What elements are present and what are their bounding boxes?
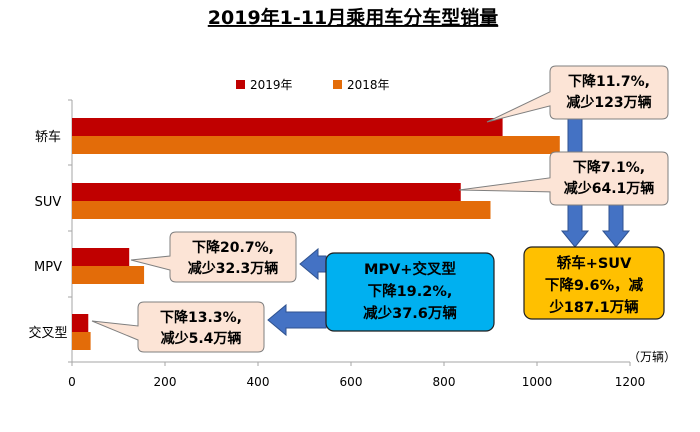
arrow-left-crossover <box>267 303 327 337</box>
legend: 2019年 2018年 <box>236 78 390 92</box>
x-tick-label: 0 <box>68 375 76 389</box>
callout-交叉型 <box>91 301 265 353</box>
callout-text-SUV: 减少64.1万辆 <box>564 180 655 197</box>
x-tick-label: 1200 <box>615 375 646 389</box>
x-tick-label: 1000 <box>522 375 553 389</box>
x-tick-label: 600 <box>340 375 363 389</box>
category-label: SUV <box>35 195 62 210</box>
summary-text-轿车+SUV: 少187.1万辆 <box>548 298 639 316</box>
summary-text-MPV+交叉型: 减少37.6万辆 <box>363 304 457 322</box>
callout-轿车 <box>486 65 669 123</box>
arrow-left-mpv <box>299 247 327 281</box>
category-labels: 轿车 SUV MPV 交叉型 <box>28 129 67 341</box>
x-axis: 0 200 400 600 800 1000 1200 <box>68 99 646 389</box>
category-label: 交叉型 <box>28 325 67 341</box>
callout-text-交叉型: 下降13.3%, <box>160 309 242 326</box>
callout-text-SUV: 下降7.1%, <box>573 159 645 176</box>
callout-MPV <box>130 231 297 283</box>
summary-text-MPV+交叉型: 下降19.2%, <box>368 282 453 300</box>
category-label: MPV <box>34 260 62 275</box>
legend-swatch-2019年 <box>236 80 245 89</box>
arrow-down-suv <box>601 204 631 248</box>
bar-轿车-2019年 <box>72 118 503 136</box>
x-tick-label: 800 <box>433 375 456 389</box>
legend-swatch-2018年 <box>333 80 342 89</box>
summary-text-轿车+SUV: 轿车+SUV <box>557 254 632 272</box>
callout-SUV <box>458 151 669 206</box>
summary-text-MPV+交叉型: MPV+交叉型 <box>364 260 456 278</box>
summary-box-轿车+SUV <box>523 246 665 320</box>
x-tick-label: 400 <box>247 375 270 389</box>
callout-text-MPV: 减少32.3万辆 <box>188 260 279 277</box>
summary-text-轿车+SUV: 下降9.6%，减 <box>545 276 644 294</box>
bar-MPV-2018年 <box>72 266 145 284</box>
category-label: 轿车 <box>35 129 61 145</box>
callout-text-轿车: 下降11.7%, <box>568 73 650 90</box>
chart-title: 2019年1-11月乘用车分车型销量 <box>208 6 498 29</box>
bar-SUV-2019年 <box>72 183 461 201</box>
unit-label: （万辆） <box>628 350 676 364</box>
bar-交叉型-2018年 <box>72 332 91 350</box>
bars <box>72 118 560 350</box>
callout-text-轿车: 减少123万辆 <box>566 94 651 111</box>
callout-text-MPV: 下降20.7%, <box>192 239 274 256</box>
legend-label-2019年: 2019年 <box>250 78 293 92</box>
legend-label-2018年: 2018年 <box>347 78 390 92</box>
summary-box-MPV+交叉型 <box>325 252 495 332</box>
bar-MPV-2019年 <box>72 248 130 266</box>
bar-轿车-2018年 <box>72 136 560 154</box>
x-tick-label: 200 <box>154 375 177 389</box>
bar-SUV-2018年 <box>72 201 491 219</box>
callout-text-交叉型: 减少5.4万辆 <box>161 330 242 347</box>
bar-交叉型-2019年 <box>72 314 89 332</box>
